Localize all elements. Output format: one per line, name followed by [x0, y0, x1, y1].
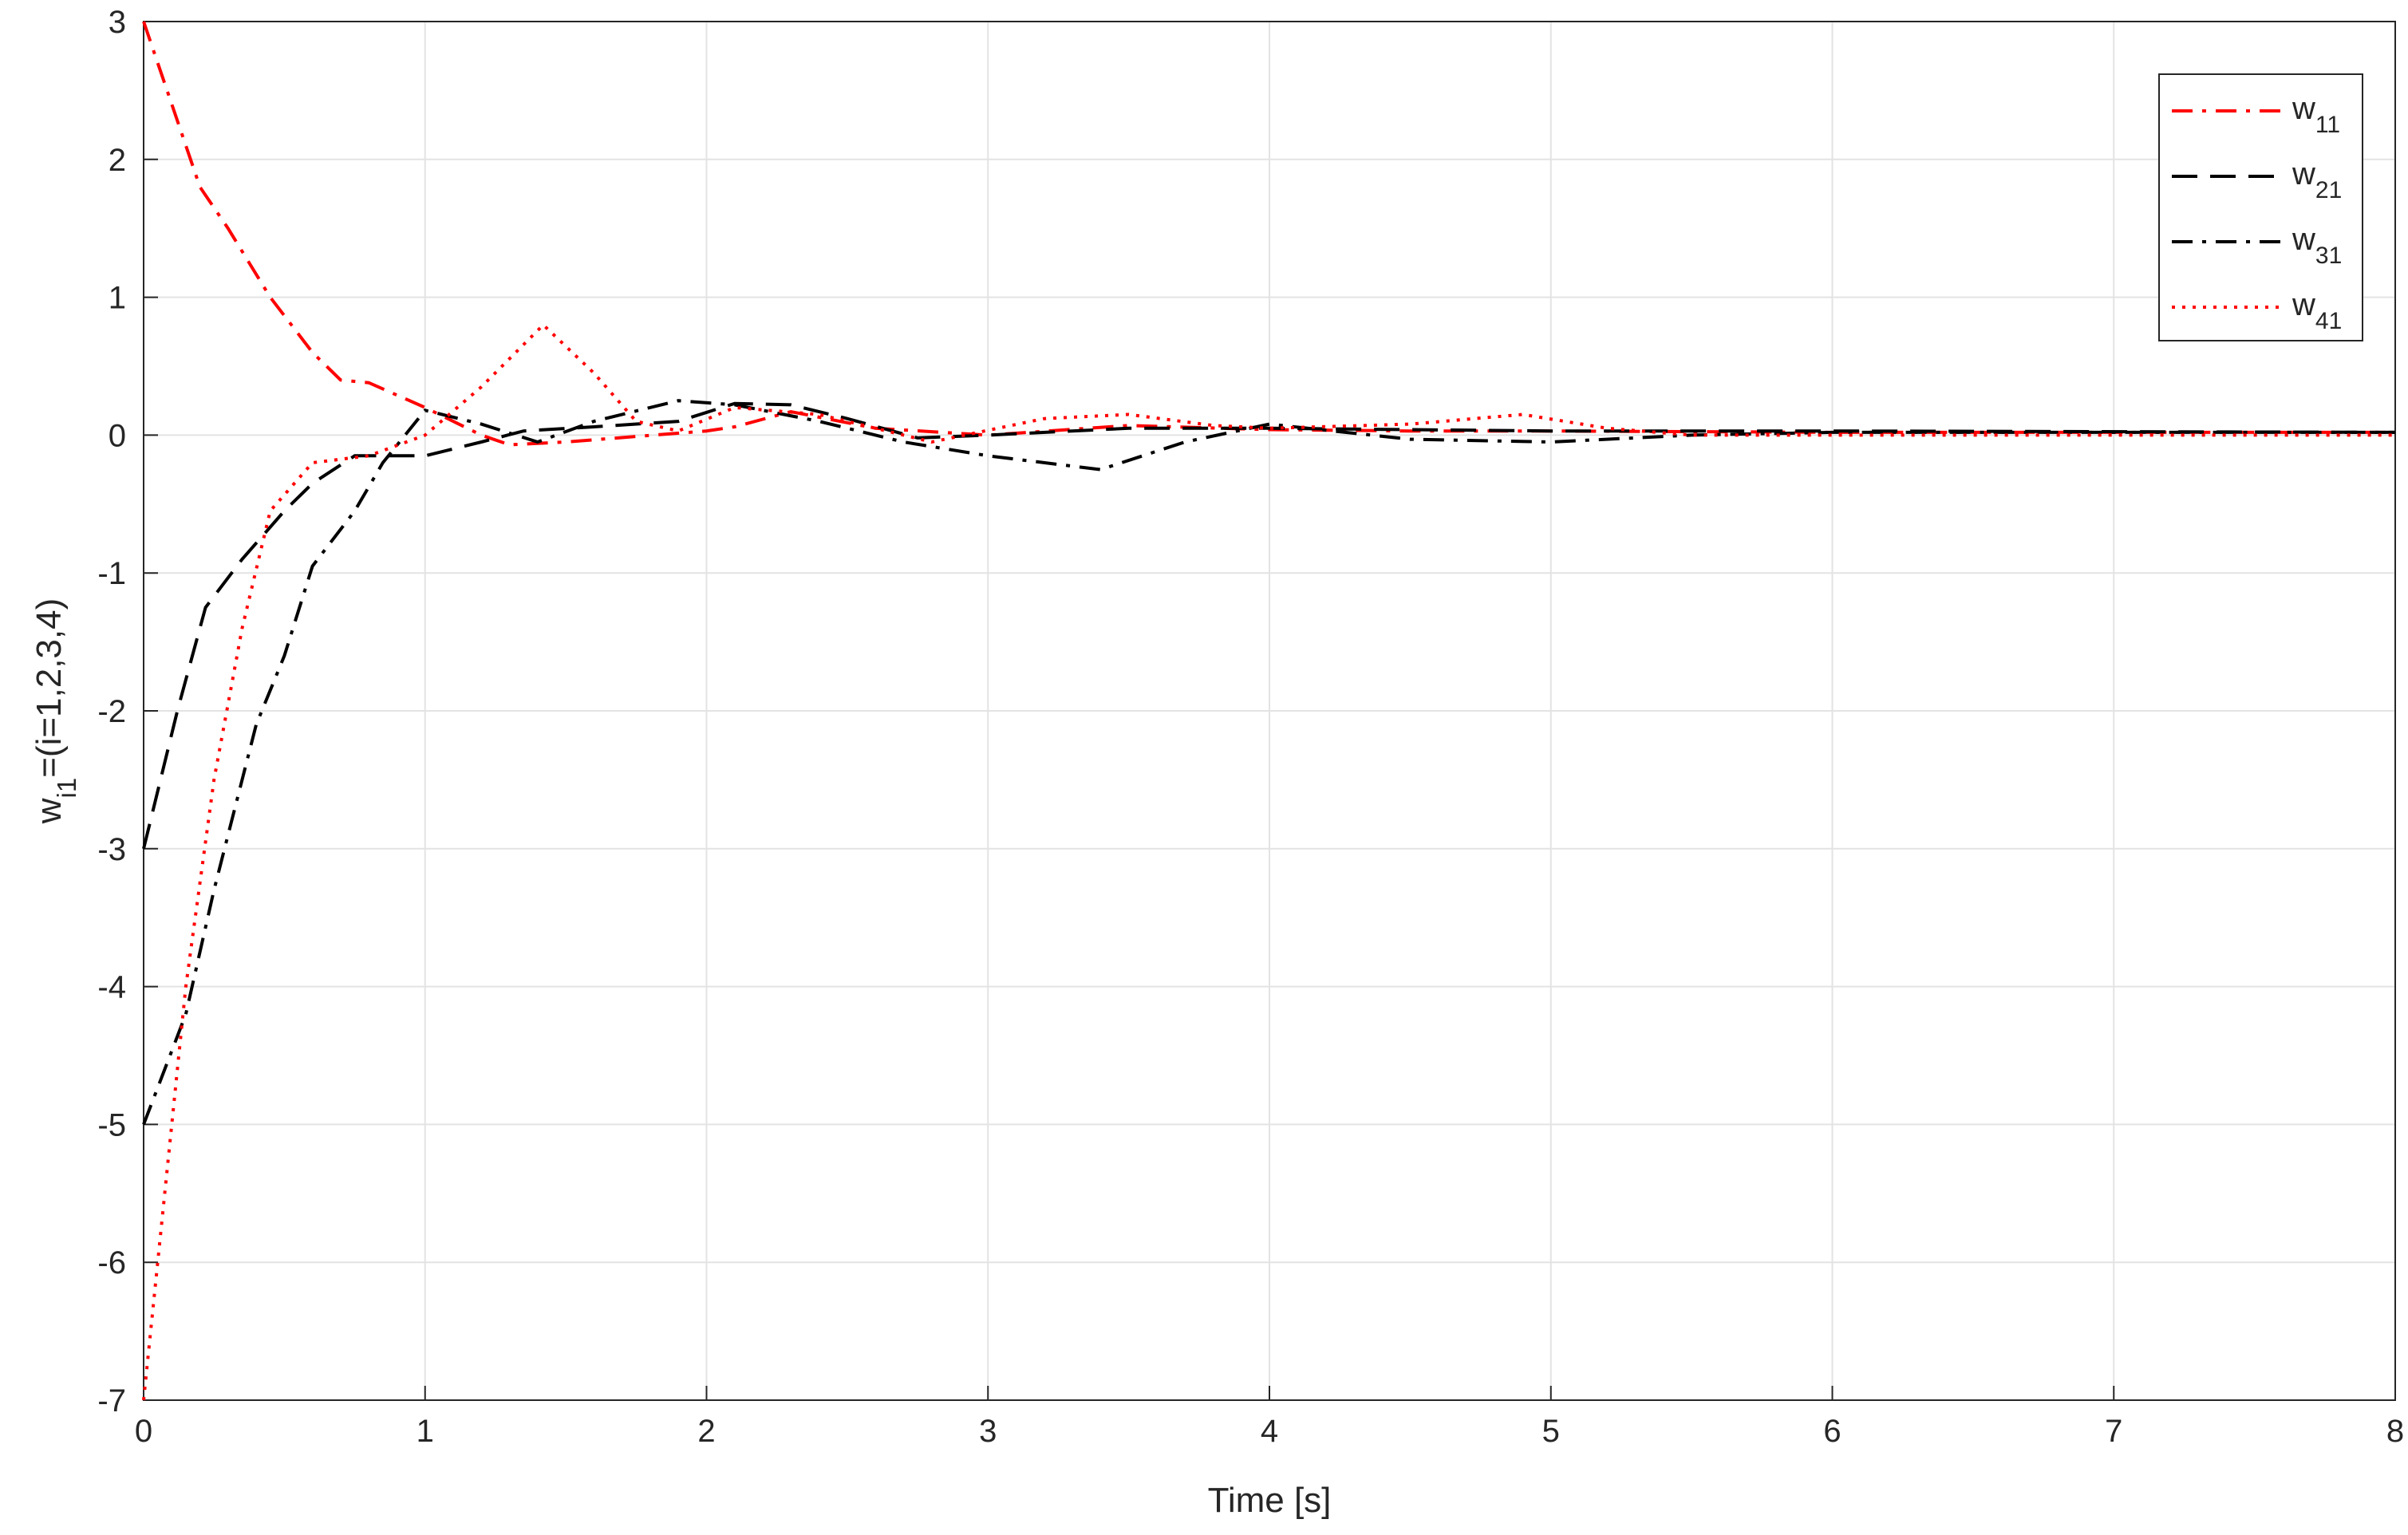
x-tick-label: 3 — [979, 1414, 997, 1449]
x-tick-label: 7 — [2105, 1414, 2122, 1449]
x-tick-label: 1 — [416, 1414, 434, 1449]
legend-label: w21 — [2292, 156, 2342, 203]
legend: w11 w21 w31 w41 — [2158, 73, 2363, 341]
y-tick-label: -4 — [97, 970, 126, 1005]
y-tick-label: -5 — [97, 1107, 126, 1142]
y-tick-label: -6 — [97, 1245, 126, 1280]
y-axis-label: wi1=(i=1,2,3,4) — [30, 598, 81, 825]
y-tick-label: 0 — [109, 418, 126, 453]
series-line — [142, 401, 2396, 850]
x-tick-label: 8 — [2386, 1414, 2404, 1449]
y-tick-label: -1 — [97, 556, 126, 591]
legend-label: w11 — [2292, 91, 2340, 138]
plot-frame — [143, 21, 2396, 1401]
x-tick-label: 5 — [1542, 1414, 1560, 1449]
y-tick-label: 1 — [109, 281, 126, 316]
y-tick-label: -3 — [97, 832, 126, 867]
x-tick-label: 4 — [1261, 1414, 1278, 1449]
legend-label: w41 — [2292, 287, 2342, 334]
series-line — [142, 399, 2395, 1126]
y-tick-label: 2 — [109, 143, 126, 178]
x-tick-label: 0 — [135, 1414, 152, 1449]
legend-box — [2158, 73, 2363, 341]
x-axis-label: Time [s] — [1208, 1481, 1332, 1520]
y-tick-label: -2 — [97, 694, 126, 729]
y-tick-label: 3 — [109, 5, 126, 40]
x-tick-label: 6 — [1823, 1414, 1841, 1449]
legend-label: w31 — [2292, 222, 2342, 269]
x-tick-label: 2 — [697, 1414, 715, 1449]
y-tick-label: -7 — [97, 1383, 126, 1419]
